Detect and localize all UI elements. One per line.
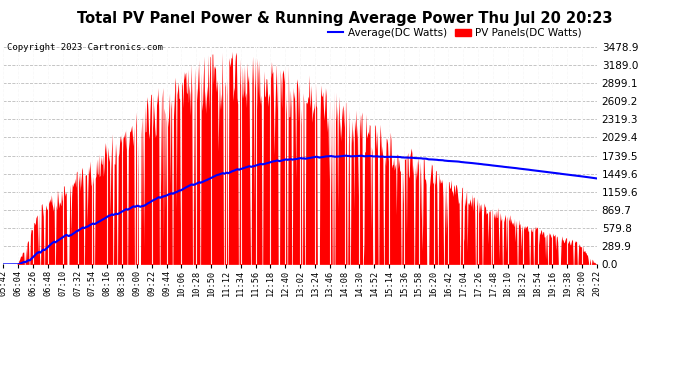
Text: Total PV Panel Power & Running Average Power Thu Jul 20 20:23: Total PV Panel Power & Running Average P… (77, 11, 613, 26)
Text: Copyright 2023 Cartronics.com: Copyright 2023 Cartronics.com (7, 43, 163, 52)
Legend: Average(DC Watts), PV Panels(DC Watts): Average(DC Watts), PV Panels(DC Watts) (324, 24, 586, 42)
